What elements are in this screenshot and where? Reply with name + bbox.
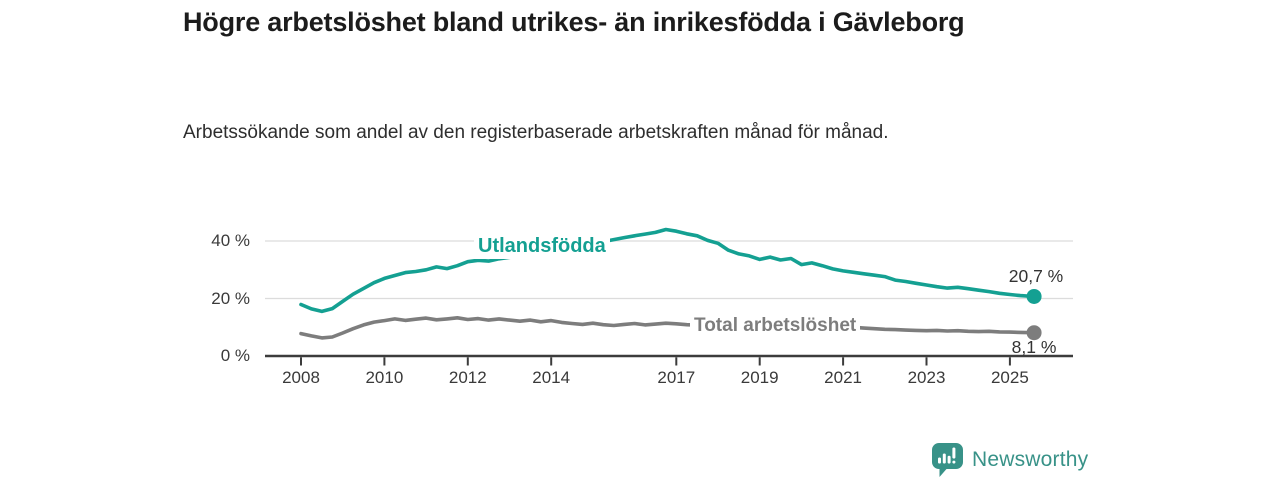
end-value-label-utlandsfodda: 20,7 % (1008, 266, 1064, 286)
y-tick-label: 0 % (220, 346, 250, 365)
y-tick-label: 40 % (211, 231, 250, 250)
series-label-utlandsfodda: Utlandsfödda (474, 234, 610, 259)
x-tick-label: 2014 (532, 368, 571, 387)
newsworthy-logo-icon (932, 443, 963, 477)
newsworthy-logo: Newsworthy (932, 443, 1088, 477)
page-title: Högre arbetslöshet bland utrikes- än inr… (183, 7, 965, 37)
newsworthy-logo-text: Newsworthy (972, 448, 1089, 471)
series-label-total-arbetsloshet: Total arbetslöshet (690, 314, 861, 338)
x-tick-label: 2008 (282, 368, 320, 387)
x-tick-label: 2021 (824, 368, 862, 387)
chart-subtitle: Arbetssökande som andel av den registerb… (183, 122, 889, 143)
x-tick-label: 2025 (990, 368, 1029, 387)
y-tick-label: 20 % (211, 288, 250, 308)
end-value-label-total: 8,1 % (1011, 337, 1057, 357)
x-tick-label: 2010 (365, 368, 404, 387)
x-tick-label: 2017 (657, 368, 696, 387)
x-tick-label: 2023 (907, 368, 946, 387)
x-tick-label: 2019 (740, 368, 779, 387)
x-tick-label: 2012 (448, 368, 487, 387)
